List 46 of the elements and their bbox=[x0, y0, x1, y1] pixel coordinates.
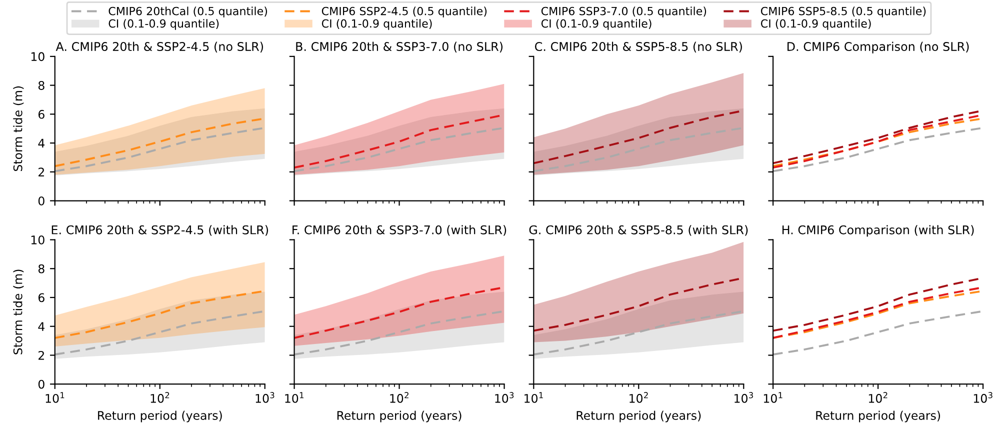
x-tick-label: 10$^{3}$ bbox=[256, 392, 274, 403]
y-tick-label: 10 bbox=[31, 52, 44, 62]
legend-label: CI (0.1-0.9 quantile) bbox=[760, 19, 871, 30]
x-tick-label: 10$^{2}$ bbox=[150, 392, 170, 403]
x-tick-label: 10$^{3}$ bbox=[974, 392, 992, 403]
x-axis-title: Return period (years) bbox=[576, 410, 701, 422]
y-tick-label: 10 bbox=[31, 235, 44, 244]
y-tick-label: 4 bbox=[38, 322, 45, 331]
x-axis-title: Return period (years) bbox=[98, 410, 222, 422]
chart-title: D. CMIP6 Comparison (no SLR) bbox=[788, 42, 969, 54]
x-tick-label: 10$^{3}$ bbox=[495, 392, 514, 403]
legend-label: CMIP6 SSP5-8.5 (0.5 quantile) bbox=[760, 6, 926, 18]
y-axis-title: Storm tide (m) bbox=[13, 270, 24, 354]
x-tick-label: 10$^{1}$ bbox=[46, 392, 64, 403]
legend-label: CI (0.1-0.9 quantile) bbox=[108, 19, 219, 30]
legend-label: CMIP6 20thCal (0.5 quantile) bbox=[108, 6, 268, 18]
x-tick-label: 10$^{1}$ bbox=[285, 392, 304, 403]
y-tick-label: 2 bbox=[38, 168, 44, 176]
y-axis-title: Storm tide (m) bbox=[13, 86, 24, 172]
x-tick-label: 10$^{2}$ bbox=[390, 392, 408, 403]
x-tick-label: 10$^{2}$ bbox=[868, 392, 888, 403]
x-tick-label: 10$^{2}$ bbox=[630, 392, 648, 403]
chart-title: E. CMIP6 20th & SSP2-4.5 (with SLR) bbox=[52, 225, 268, 236]
y-tick-label: 0 bbox=[38, 196, 44, 206]
legend-label: CI (0.1-0.9 quantile) bbox=[322, 19, 432, 30]
y-tick-label: 6 bbox=[38, 110, 44, 119]
y-tick-label: 8 bbox=[38, 81, 44, 90]
y-tick-label: 4 bbox=[38, 138, 45, 148]
x-axis-title: Return period (years) bbox=[816, 410, 940, 422]
y-tick-label: 2 bbox=[38, 350, 44, 360]
chart-title: B. CMIP6 20th & SSP3-7.0 (no SLR) bbox=[296, 42, 502, 52]
x-tick-label: 10$^{3}$ bbox=[734, 392, 753, 403]
legend-label: CMIP6 SSP2-4.5 (0.5 quantile) bbox=[322, 6, 487, 18]
chart-title: F. CMIP6 20th & SSP3-7.0 (with SLR) bbox=[292, 225, 506, 236]
y-tick-label: 8 bbox=[38, 264, 44, 274]
y-tick-label: 6 bbox=[38, 293, 44, 302]
y-tick-label: 0 bbox=[38, 380, 44, 389]
chart-title: H. CMIP6 Comparison (with SLR) bbox=[782, 225, 974, 237]
legend-label: CMIP6 SSP3-7.0 (0.5 quantile) bbox=[541, 6, 706, 18]
chart-title: A. CMIP6 20th & SSP2-4.5 (no SLR) bbox=[56, 42, 263, 52]
x-axis-title: Return period (years) bbox=[337, 410, 462, 422]
legend-label: CI (0.1-0.9 quantile) bbox=[541, 19, 652, 30]
x-tick-label: 10$^{1}$ bbox=[764, 392, 782, 403]
chart-title: C. CMIP6 20th & SSP5-8.5 (no SLR) bbox=[534, 42, 742, 52]
chart-title: G. CMIP6 20th & SSP5-8.5 (with SLR) bbox=[529, 225, 748, 236]
x-tick-label: 10$^{1}$ bbox=[524, 392, 543, 403]
